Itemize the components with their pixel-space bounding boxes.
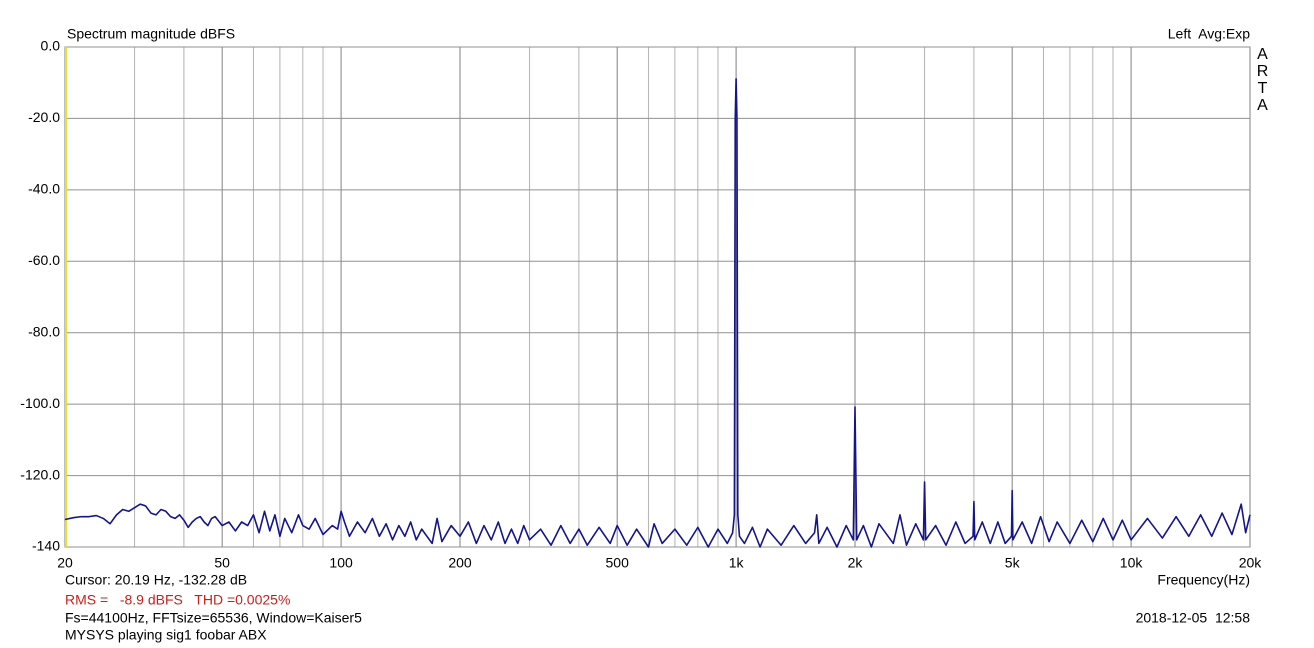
description: MYSYS playing sig1 foobar ABX [65, 627, 267, 643]
cursor-readout: Cursor: 20.19 Hz, -132.28 dB [65, 572, 247, 588]
y-tick-label: -100.0 [20, 395, 60, 411]
x-tick-label: 500 [606, 555, 630, 571]
y-tick-label: 0.0 [41, 38, 61, 54]
x-tick-label: 50 [214, 555, 230, 571]
x-axis-label: Frequency(Hz) [1157, 572, 1250, 588]
y-tick-label: -140 [32, 538, 60, 554]
x-tick-label: 2k [848, 555, 864, 571]
timestamp: 2018-12-05 12:58 [1136, 610, 1251, 626]
x-tick-label: 200 [448, 555, 472, 571]
y-tick-label: -20.0 [28, 109, 60, 125]
y-tick-label: -80.0 [28, 323, 60, 339]
x-tick-label: 20 [57, 555, 73, 571]
y-tick-label: -120.0 [20, 466, 60, 482]
x-tick-label: 20k [1239, 555, 1263, 571]
y-tick-label: -60.0 [28, 252, 60, 268]
x-tick-label: 10k [1120, 555, 1144, 571]
plot-area [64, 46, 1251, 548]
chart-title: Spectrum magnitude dBFS [67, 26, 235, 42]
x-tick-label: 1k [729, 555, 745, 571]
settings: Fs=44100Hz, FFTsize=65536, Window=Kaiser… [65, 610, 362, 626]
channel-info: Left Avg:Exp [1168, 26, 1250, 42]
x-tick-label: 5k [1005, 555, 1021, 571]
measurement: RMS = -8.9 dBFS THD =0.0025% [65, 592, 290, 608]
y-tick-label: -40.0 [28, 181, 60, 197]
spectrum-line [64, 77, 1251, 548]
x-tick-label: 100 [329, 555, 353, 571]
brand: ARTA [1254, 46, 1271, 114]
